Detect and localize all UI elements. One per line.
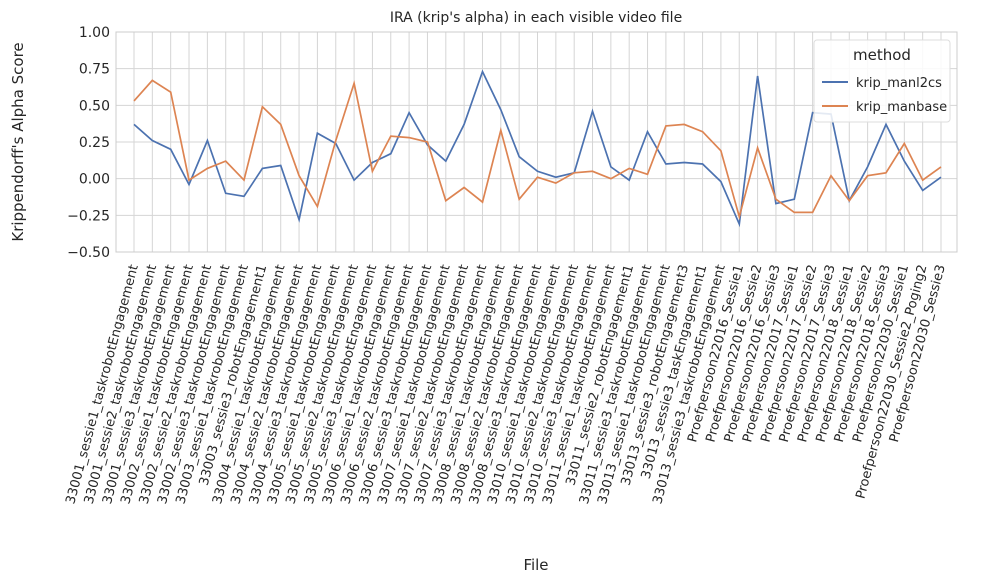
y-tick-label: 0.00	[79, 172, 110, 188]
legend-label: krip_manl2cs	[856, 76, 942, 91]
axes-frame	[115, 31, 958, 253]
y-tick-label: 0.75	[79, 62, 110, 78]
y-tick-label: 1.00	[79, 25, 110, 41]
series-line	[133, 79, 942, 221]
y-axis-label: Krippendorff's Alpha Score	[9, 42, 27, 241]
legend-box	[813, 39, 951, 123]
legend-title: method	[853, 46, 911, 64]
y-tick-label: 0.50	[79, 98, 110, 114]
legend-label: krip_manbase	[856, 100, 947, 115]
chart-title: IRA (krip's alpha) in each visible video…	[390, 10, 682, 26]
series-line	[133, 69, 942, 228]
y-tick-label: 0.25	[79, 135, 110, 151]
y-tick-label: −0.50	[67, 245, 110, 261]
y-tick-label: −0.25	[67, 208, 110, 224]
x-axis-label: File	[523, 556, 548, 574]
